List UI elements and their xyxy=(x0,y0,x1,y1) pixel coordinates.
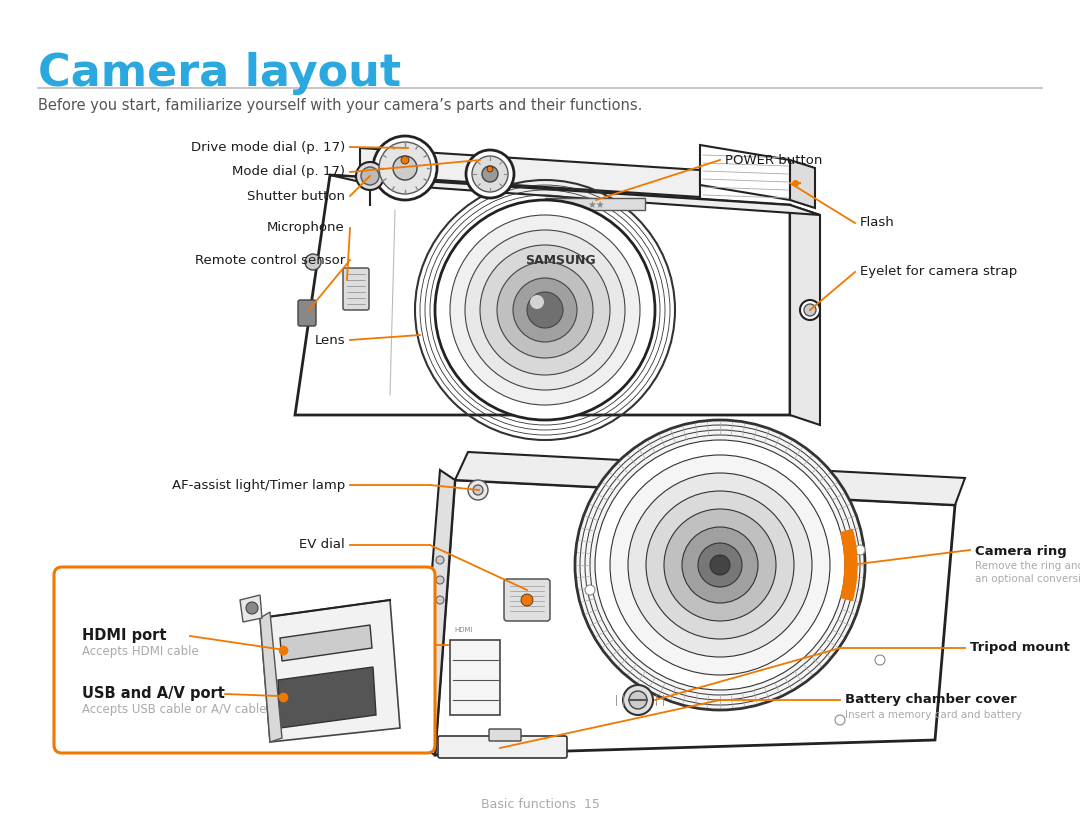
FancyBboxPatch shape xyxy=(54,567,435,753)
Circle shape xyxy=(246,602,258,614)
Text: Microphone: Microphone xyxy=(267,222,345,235)
Circle shape xyxy=(521,594,534,606)
Text: Insert a memory card and battery: Insert a memory card and battery xyxy=(845,710,1022,720)
Polygon shape xyxy=(260,612,282,742)
Text: SAMSUNG: SAMSUNG xyxy=(525,253,595,267)
Text: Accepts USB cable or A/V cable: Accepts USB cable or A/V cable xyxy=(82,703,267,716)
Circle shape xyxy=(835,715,845,725)
FancyBboxPatch shape xyxy=(343,268,369,310)
Polygon shape xyxy=(418,470,455,755)
Text: an optional conversion lens: an optional conversion lens xyxy=(975,574,1080,584)
Circle shape xyxy=(379,142,431,194)
Circle shape xyxy=(482,166,498,182)
Circle shape xyxy=(681,527,758,603)
Polygon shape xyxy=(280,625,372,661)
Circle shape xyxy=(450,215,640,405)
Polygon shape xyxy=(789,205,820,425)
Circle shape xyxy=(305,254,321,270)
Circle shape xyxy=(698,543,742,587)
FancyBboxPatch shape xyxy=(438,736,567,758)
Circle shape xyxy=(435,200,654,420)
Text: AF-assist light/Timer lamp: AF-assist light/Timer lamp xyxy=(172,478,345,491)
Text: POWER button: POWER button xyxy=(725,153,822,166)
Text: Remote control sensor: Remote control sensor xyxy=(194,253,345,267)
FancyBboxPatch shape xyxy=(298,300,316,326)
Polygon shape xyxy=(240,595,262,622)
Circle shape xyxy=(436,556,444,564)
Circle shape xyxy=(373,136,437,200)
Circle shape xyxy=(875,655,885,665)
Circle shape xyxy=(393,156,417,180)
Circle shape xyxy=(530,295,544,309)
Text: Flash: Flash xyxy=(860,217,894,230)
Circle shape xyxy=(646,491,794,639)
Circle shape xyxy=(513,278,577,342)
Text: Tripod mount: Tripod mount xyxy=(970,641,1070,654)
Polygon shape xyxy=(278,667,376,728)
Circle shape xyxy=(361,167,379,185)
Text: Basic functions  15: Basic functions 15 xyxy=(481,798,599,811)
Circle shape xyxy=(468,480,488,500)
Circle shape xyxy=(436,596,444,604)
Text: Accepts HDMI cable: Accepts HDMI cable xyxy=(82,645,199,658)
Circle shape xyxy=(585,585,595,595)
FancyBboxPatch shape xyxy=(489,729,521,741)
Wedge shape xyxy=(840,530,858,601)
Circle shape xyxy=(629,691,647,709)
Text: Mode dial (p. 17): Mode dial (p. 17) xyxy=(232,165,345,178)
Text: EV dial: EV dial xyxy=(299,539,345,552)
Text: Camera ring: Camera ring xyxy=(975,545,1067,558)
Text: Before you start, familiarize yourself with your camera’s parts and their functi: Before you start, familiarize yourself w… xyxy=(38,98,643,113)
FancyBboxPatch shape xyxy=(504,579,550,621)
Circle shape xyxy=(473,485,483,495)
Polygon shape xyxy=(295,175,789,415)
Polygon shape xyxy=(330,175,820,215)
Polygon shape xyxy=(360,148,700,197)
Text: Lens: Lens xyxy=(314,333,345,346)
Circle shape xyxy=(401,156,409,164)
Text: HDMI: HDMI xyxy=(455,627,473,633)
Circle shape xyxy=(710,555,730,575)
Polygon shape xyxy=(435,480,955,755)
Circle shape xyxy=(436,576,444,584)
Circle shape xyxy=(480,245,610,375)
Text: Shutter button: Shutter button xyxy=(247,190,345,202)
Text: HDMI port: HDMI port xyxy=(82,628,166,643)
Circle shape xyxy=(575,420,865,710)
Polygon shape xyxy=(700,145,789,200)
Circle shape xyxy=(487,166,492,172)
Text: Drive mode dial (p. 17): Drive mode dial (p. 17) xyxy=(191,140,345,153)
Circle shape xyxy=(623,685,653,715)
Polygon shape xyxy=(789,160,815,208)
Circle shape xyxy=(465,230,625,390)
Text: Camera layout: Camera layout xyxy=(38,52,401,95)
Text: ★★: ★★ xyxy=(588,200,605,210)
Circle shape xyxy=(800,300,820,320)
Circle shape xyxy=(472,156,508,192)
Text: Eyelet for camera strap: Eyelet for camera strap xyxy=(860,266,1017,279)
Text: Battery chamber cover: Battery chamber cover xyxy=(845,693,1016,706)
Polygon shape xyxy=(260,600,400,742)
Text: Remove the ring and mount: Remove the ring and mount xyxy=(975,561,1080,571)
Circle shape xyxy=(527,292,563,328)
Circle shape xyxy=(356,162,384,190)
Circle shape xyxy=(595,440,845,690)
Circle shape xyxy=(855,545,865,555)
Bar xyxy=(545,198,645,210)
Circle shape xyxy=(664,509,777,621)
Circle shape xyxy=(610,455,831,675)
Circle shape xyxy=(627,473,812,657)
Circle shape xyxy=(804,304,816,316)
Circle shape xyxy=(497,262,593,358)
Bar xyxy=(450,640,500,715)
Circle shape xyxy=(465,150,514,198)
Text: USB and A/V port: USB and A/V port xyxy=(82,686,225,701)
Polygon shape xyxy=(455,452,966,505)
